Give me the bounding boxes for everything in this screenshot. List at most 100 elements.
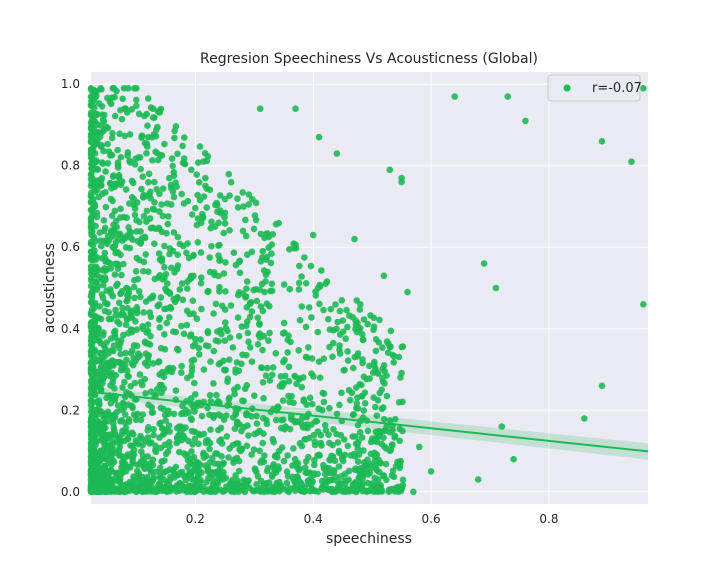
data-point — [374, 476, 382, 483]
data-point — [119, 95, 126, 103]
data-point — [248, 248, 256, 256]
data-point — [111, 93, 118, 101]
data-point — [110, 244, 117, 251]
data-point — [183, 307, 191, 315]
data-point — [279, 330, 287, 337]
data-point — [114, 265, 122, 273]
data-point — [141, 465, 148, 473]
data-point — [248, 358, 256, 366]
data-point — [344, 323, 351, 331]
data-point — [206, 411, 213, 419]
data-point — [309, 231, 317, 239]
data-point — [206, 186, 214, 194]
data-point — [189, 297, 197, 305]
data-point — [302, 323, 310, 331]
data-point — [290, 399, 297, 407]
data-point — [256, 320, 263, 327]
x-tick-label: 0.2 — [186, 512, 205, 526]
data-point — [156, 324, 163, 331]
data-point — [87, 461, 95, 468]
data-point — [261, 452, 268, 459]
data-point — [178, 410, 185, 418]
data-point — [356, 428, 364, 436]
data-point — [256, 105, 264, 112]
data-point — [123, 356, 130, 364]
data-point — [149, 360, 157, 367]
data-point — [381, 380, 388, 387]
data-point — [256, 334, 264, 341]
data-point — [175, 423, 183, 430]
data-point — [111, 488, 118, 495]
data-point — [399, 427, 406, 435]
data-point — [253, 481, 260, 488]
data-point — [95, 429, 102, 437]
data-point — [306, 394, 314, 402]
data-point — [113, 87, 120, 95]
data-point — [354, 440, 361, 448]
data-point — [200, 488, 207, 495]
data-point — [133, 96, 140, 104]
data-point — [154, 302, 161, 310]
data-point — [144, 434, 152, 441]
data-point — [98, 159, 106, 166]
data-point — [180, 330, 188, 338]
data-point — [152, 391, 159, 399]
data-point — [339, 317, 347, 324]
data-point — [218, 330, 225, 338]
data-point — [111, 271, 119, 278]
data-point — [316, 283, 324, 290]
data-point — [367, 312, 374, 319]
data-point — [116, 320, 123, 328]
data-point — [223, 433, 231, 440]
data-point — [360, 373, 368, 381]
data-point — [348, 389, 356, 397]
data-point — [598, 382, 606, 390]
data-point — [427, 468, 435, 475]
data-point — [157, 473, 164, 481]
data-point — [370, 361, 378, 369]
data-point — [165, 213, 172, 220]
legend: r=-0.07 — [547, 74, 642, 102]
data-point — [257, 258, 265, 265]
data-point — [140, 267, 147, 275]
regression-line — [90, 390, 649, 453]
data-point — [265, 337, 272, 345]
data-point — [222, 366, 229, 374]
data-point — [123, 453, 130, 460]
data-point — [241, 488, 249, 496]
data-point — [92, 358, 99, 365]
data-point — [380, 272, 388, 280]
data-point — [102, 203, 110, 211]
data-point — [318, 267, 325, 274]
data-point — [107, 454, 115, 461]
data-point — [269, 371, 276, 379]
data-point — [97, 85, 104, 92]
data-point — [127, 442, 134, 449]
data-point — [326, 326, 334, 333]
data-point — [99, 421, 106, 429]
data-point — [101, 249, 109, 257]
data-point — [318, 477, 326, 485]
data-point — [336, 307, 344, 315]
data-point — [216, 192, 224, 199]
data-point — [344, 348, 351, 355]
data-point — [107, 286, 114, 293]
data-point — [158, 201, 165, 208]
data-point — [137, 228, 144, 235]
data-point — [250, 487, 258, 495]
data-point — [195, 440, 202, 448]
data-point — [356, 306, 364, 313]
data-point — [120, 468, 127, 476]
data-point — [354, 394, 361, 401]
data-point — [161, 140, 168, 148]
data-point — [139, 173, 147, 180]
data-point — [100, 127, 107, 134]
confidence-band-area — [91, 387, 648, 460]
data-point — [117, 205, 124, 213]
data-point — [117, 251, 124, 259]
data-point — [100, 118, 108, 125]
data-point — [129, 307, 137, 314]
data-point — [221, 306, 229, 313]
data-point — [155, 481, 162, 489]
data-point — [202, 439, 210, 447]
